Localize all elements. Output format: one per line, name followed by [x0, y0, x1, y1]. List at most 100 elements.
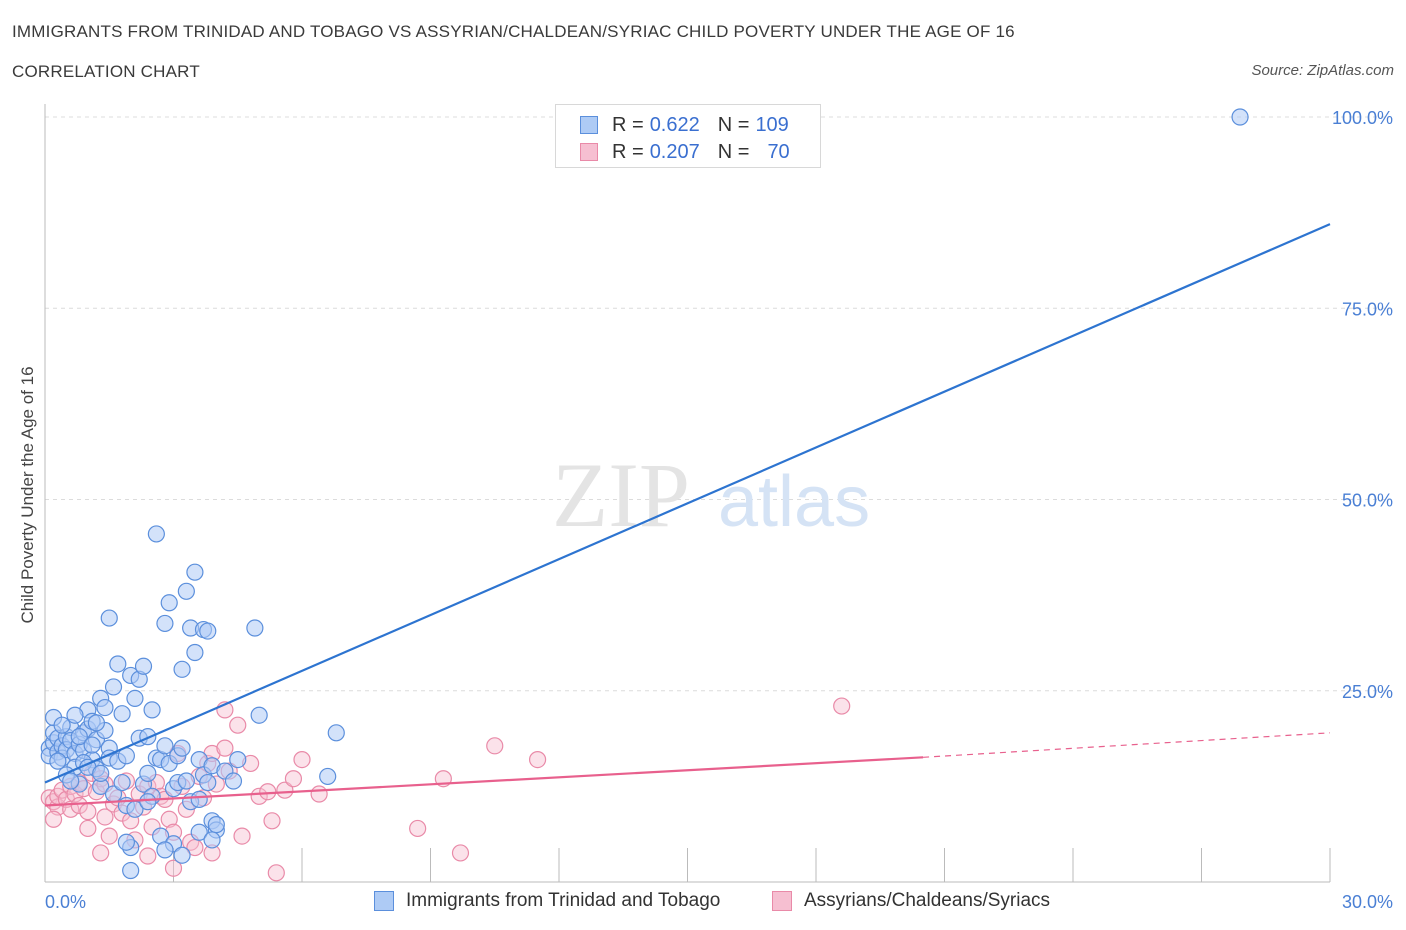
- assyrian-point: [486, 737, 504, 755]
- trinidad-trend-line: [44, 223, 1331, 784]
- x-tick-label: 30.0%: [1342, 892, 1393, 912]
- bottom-legend-trinidad: Immigrants from Trinidad and Tobago: [374, 890, 720, 912]
- assyrian-point: [79, 819, 97, 838]
- tick-labels: 25.0% 50.0% 75.0% 100.0% 0.0% 30.0%: [45, 108, 1393, 912]
- legend-swatch-pink: [580, 143, 598, 161]
- assyrian-point: [92, 844, 110, 862]
- x-tick-label: 0.0%: [45, 892, 86, 912]
- bottom-legend-assyrian: Assyrians/Chaldeans/Syriacs: [772, 890, 1050, 912]
- assyrian-point: [233, 827, 251, 845]
- legend-n-value: 70: [767, 140, 790, 163]
- legend-n-label: N =: [717, 140, 750, 163]
- watermark: ZIP atlas: [552, 444, 870, 546]
- assyrian-point: [96, 808, 114, 826]
- legend-r-value: 0.622: [649, 113, 700, 136]
- trinidad-point: [70, 728, 88, 746]
- y-axis-label: Child Poverty Under the Age of 16: [18, 366, 37, 623]
- legend-row-trinidad: R = 0.622 N = 109: [580, 113, 789, 137]
- trinidad-point: [100, 609, 118, 627]
- y-tick-label: 100.0%: [1332, 108, 1393, 128]
- trinidad-point: [173, 739, 191, 757]
- trinidad-point: [173, 846, 191, 864]
- y-tick-label: 50.0%: [1342, 491, 1393, 511]
- trinidad-point: [207, 816, 225, 834]
- assyrian-point: [263, 812, 281, 830]
- assyrian-point: [139, 847, 157, 865]
- y-tick-label: 75.0%: [1342, 299, 1393, 319]
- trinidad-point: [1231, 108, 1249, 126]
- trinidad-point: [173, 660, 191, 678]
- trinidad-point: [186, 643, 204, 662]
- trinidad-point: [66, 706, 84, 724]
- legend-n-value: 109: [755, 113, 789, 136]
- trinidad-point: [126, 689, 144, 708]
- trinidad-point: [109, 655, 127, 673]
- trinidad-point: [139, 793, 157, 811]
- grid-lines: [45, 116, 1390, 692]
- assyrian-trend-line: [44, 756, 924, 807]
- legend-r-label: R =: [612, 113, 644, 136]
- assyrian-point: [250, 787, 268, 805]
- trinidad-point: [156, 737, 174, 755]
- bottom-legend-label: Assyrians/Chaldeans/Syriacs: [804, 890, 1051, 911]
- source-label: Source: ZipAtlas.com: [1251, 62, 1394, 79]
- legend-n-label: N =: [717, 113, 750, 136]
- trinidad-point: [113, 773, 131, 792]
- assyrian-point: [276, 781, 294, 799]
- trinidad-point: [250, 706, 268, 724]
- chart-title: IMMIGRANTS FROM TRINIDAD AND TOBAGO VS A…: [12, 22, 1015, 41]
- trinidad-point: [177, 582, 195, 600]
- bottom-legend-swatch-pink: [772, 891, 792, 911]
- assyrian-point: [284, 770, 303, 788]
- trinidad-point: [83, 736, 101, 754]
- trinidad-point: [224, 772, 243, 790]
- trinidad-point: [156, 841, 174, 859]
- trinidad-point: [96, 698, 114, 717]
- assyrian-point: [267, 864, 285, 882]
- trinidad-point: [139, 728, 157, 746]
- assyrian-point: [44, 810, 63, 828]
- legend-r-value: 0.207: [649, 140, 700, 163]
- trinidad-point: [117, 833, 135, 851]
- trinidad-point: [190, 823, 208, 841]
- trinidad-point: [122, 861, 140, 880]
- trinidad-point: [143, 701, 161, 719]
- assyrian-point: [259, 783, 277, 801]
- y-tick-label: 25.0%: [1342, 682, 1393, 702]
- assyrian-point: [293, 750, 311, 769]
- assyrian-point: [833, 697, 851, 715]
- trinidad-point: [177, 772, 195, 790]
- trend-lines: [44, 223, 1331, 807]
- trinidad-point: [113, 705, 131, 723]
- watermark-zip: ZIP: [552, 444, 690, 546]
- chart-subtitle: CORRELATION CHART: [12, 62, 200, 81]
- trinidad-point: [104, 678, 123, 696]
- trinidad-point: [134, 657, 153, 675]
- trinidad-point: [156, 614, 174, 633]
- assyrian-trend-extension: [923, 732, 1331, 758]
- legend-swatch-blue: [580, 116, 598, 134]
- watermark-atlas: atlas: [718, 462, 870, 542]
- trinidad-point: [199, 773, 217, 792]
- trinidad-point: [139, 764, 157, 782]
- assyrian-point: [451, 844, 470, 862]
- trinidad-point: [160, 594, 178, 612]
- trinidad-point: [92, 764, 110, 782]
- trinidad-point: [327, 724, 345, 742]
- trinidad-point: [87, 714, 106, 732]
- trinidad-point: [319, 767, 337, 786]
- trinidad-point: [229, 750, 247, 769]
- trinidad-point: [147, 525, 165, 543]
- assyrian-point: [528, 750, 547, 769]
- assyrian-point: [164, 859, 183, 877]
- trinidad-point: [53, 716, 71, 734]
- assyrian-point: [216, 739, 234, 757]
- trinidad-point: [203, 831, 221, 849]
- trinidad-point: [246, 619, 264, 637]
- legend-row-assyrian: R = 0.207 N = 70: [580, 140, 790, 164]
- trinidad-point: [186, 563, 204, 581]
- assyrian-point: [310, 785, 328, 803]
- trinidad-point: [49, 752, 67, 770]
- bottom-legend-label: Immigrants from Trinidad and Tobago: [406, 890, 721, 911]
